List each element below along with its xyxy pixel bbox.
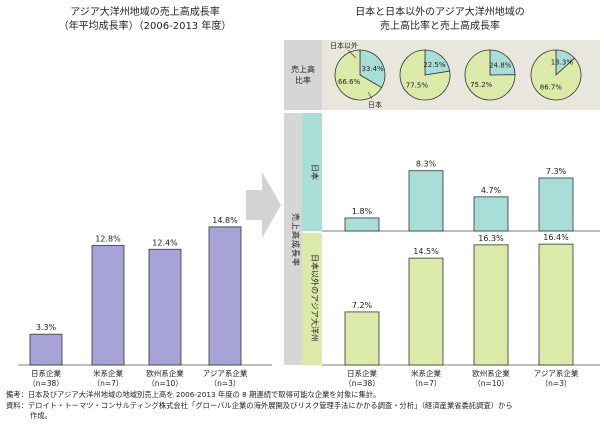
right-category-label-2-1: （n=10） — [473, 379, 509, 388]
note-remarks: 備考：日本及びアジア大洋州地域の地域別売上高を 2006-2013 年度の 8 … — [6, 390, 381, 399]
pie-outside-label-1: 22.5% — [423, 61, 446, 69]
japan-bar-3 — [538, 177, 574, 232]
right-category-label-1-0: 米系企業 — [411, 368, 441, 378]
ratio-row-label-part1: 売上高 — [291, 64, 315, 74]
pie-japan-label-2: 75.2% — [470, 81, 493, 89]
ratio-row-label-part2: 比率 — [295, 75, 311, 85]
left-bar-0 — [29, 333, 63, 366]
footnotes: 備考：日本及びアジア大洋州地域の地域別売上高を 2006-2013 年度の 8 … — [6, 390, 600, 422]
right-category-label-1-1: （n=7） — [411, 379, 442, 388]
left-category-label-1-0: 米系企業 — [93, 368, 123, 378]
japan-bar-0 — [344, 217, 380, 232]
japan-row-label-band — [302, 113, 322, 231]
ratio-row-label-band — [284, 40, 322, 110]
japan-value-label-1: 8.3% — [416, 160, 437, 169]
right-category-label-3-1: （n=3） — [541, 379, 572, 388]
left-value-label-2: 12.4% — [152, 238, 178, 247]
japan-value-label-2: 4.7% — [481, 186, 502, 195]
overseas-value-label-0: 7.2% — [352, 301, 373, 310]
transition-arrow-icon — [246, 172, 281, 238]
pie-outside-slice-1 — [424, 49, 451, 76]
left-value-label-0: 3.3% — [36, 323, 57, 332]
pie-outside-leader-line — [347, 49, 357, 59]
pie-japan-slice-1 — [399, 49, 451, 101]
pie-japan-slice-3 — [530, 49, 582, 101]
left-value-label-3: 14.8% — [212, 216, 238, 225]
pie-outside-leader-label: 日本以外 — [330, 41, 358, 50]
left-category-label-1-1: （n=7） — [93, 379, 124, 388]
overseas-value-label-2: 16.3% — [478, 234, 504, 243]
note-source-cont: 作成。 — [30, 411, 52, 420]
overseas-row-label-band — [302, 233, 322, 365]
japan-value-label-3: 7.3% — [546, 167, 567, 176]
right-category-label-3-0: アジア系企業 — [534, 368, 579, 378]
pie-japan-leader-line — [367, 91, 373, 100]
right-category-label-0-1: （n=38） — [344, 379, 380, 388]
growth-row-label: 売上高成長率 — [291, 213, 301, 267]
overseas-bar-0 — [344, 311, 380, 366]
pie-japan-slice-0 — [334, 49, 383, 101]
left-bar-1 — [91, 245, 125, 366]
pie-japan-label-3: 86.7% — [540, 83, 563, 91]
pie-japan-leader-label: 日本 — [368, 100, 382, 109]
right-title-line1: 日本と日本以外のアジア大洋州地域の — [355, 5, 525, 18]
left-category-label-3-0: アジア系企業 — [203, 368, 248, 378]
pie-japan-label-0: 66.6% — [338, 78, 361, 86]
overseas-value-label-3: 16.4% — [543, 233, 569, 242]
right-title-line2: 売上高比率と売上高成長率 — [380, 19, 500, 32]
japan-bar-2 — [473, 196, 509, 232]
growth-row-label-band — [284, 113, 302, 365]
right-category-label-0-0: 日系企業 — [347, 368, 377, 378]
left-category-label-0-0: 日系企業 — [31, 368, 61, 378]
japan-row-label: 日本 — [310, 164, 320, 180]
left-bar-2 — [148, 248, 182, 366]
pie-outside-label-0: 33.4% — [361, 65, 384, 73]
left-category-label-0-1: （n=38） — [28, 379, 64, 388]
overseas-row-label: 日本以外のアジア大洋州 — [310, 254, 320, 342]
overseas-bar-3 — [538, 243, 574, 366]
pie-japan-slice-2 — [464, 49, 516, 101]
left-value-label-1: 12.8% — [95, 235, 121, 244]
japan-bar-1 — [408, 170, 444, 232]
right-category-label-2-0: 欧州系企業 — [472, 368, 510, 378]
left-title-line2: （年平均成長率）（2006-2013 年度） — [59, 19, 232, 32]
left-title-line1: アジア大洋州地域の売上高成長率 — [70, 5, 220, 18]
overseas-bar-1 — [408, 257, 444, 366]
left-category-label-3-1: （n=3） — [210, 379, 241, 388]
pie-japan-label-1: 77.5% — [406, 82, 429, 90]
pie-outside-label-2: 24.8% — [489, 62, 512, 70]
overseas-value-label-1: 14.5% — [413, 247, 439, 256]
left-bar-3 — [208, 226, 242, 366]
japan-value-label-0: 1.8% — [352, 207, 373, 216]
left-category-label-2-0: 欧州系企業 — [146, 368, 184, 378]
pie-outside-label-3: 13.3% — [551, 59, 574, 67]
note-source: 資料：デロイト・トーマツ・コンサルティング株式会社「グローバル企業の海外展開及び… — [6, 400, 513, 410]
overseas-bar-2 — [473, 244, 509, 366]
left-category-label-2-1: （n=10） — [147, 379, 183, 388]
pie-outside-slice-2 — [489, 49, 516, 76]
